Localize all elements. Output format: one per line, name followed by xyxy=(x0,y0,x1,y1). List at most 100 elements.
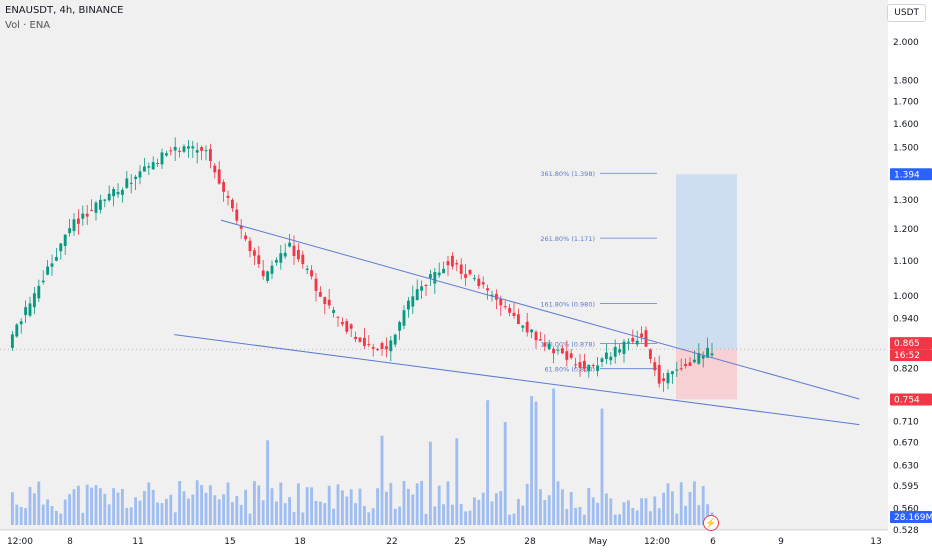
candle-body xyxy=(600,358,604,362)
volume-bar xyxy=(164,498,168,525)
volume-bar xyxy=(622,502,626,525)
volume-bar xyxy=(28,486,32,525)
volume-bar xyxy=(336,484,340,525)
candle-body xyxy=(371,347,375,349)
volume-bar xyxy=(582,514,586,525)
candle-body xyxy=(618,349,622,353)
candle-body xyxy=(279,253,283,263)
volume-bar xyxy=(318,501,322,525)
price-tick-label: 1.200 xyxy=(893,225,919,235)
volume-bar xyxy=(76,485,80,525)
volume-bar xyxy=(222,494,226,525)
volume-bar xyxy=(442,504,446,525)
volume-bar xyxy=(279,482,283,525)
volume-bar xyxy=(59,513,63,525)
volume-bar xyxy=(534,401,538,525)
volume-indicator-label[interactable]: Vol · ENA xyxy=(5,20,51,31)
candle-body xyxy=(98,199,102,210)
volume-bar xyxy=(380,435,384,525)
volume-bar xyxy=(424,513,428,525)
symbol-title[interactable]: ENAUSDT, 4h, BINANCE xyxy=(5,5,124,16)
candle-body xyxy=(142,166,146,172)
candle-body xyxy=(314,278,318,291)
volume-bar xyxy=(525,483,529,525)
fib-level-label: 61.80% (0.820) xyxy=(544,366,595,374)
candle-body xyxy=(257,255,261,265)
candle-body xyxy=(380,342,384,349)
volume-bar xyxy=(90,487,94,525)
candle-body xyxy=(24,307,28,316)
time-tick-label: 12:00 xyxy=(7,537,33,547)
candle-body xyxy=(336,316,340,318)
candle-body xyxy=(120,189,124,195)
candle-body xyxy=(490,294,494,296)
candle-body xyxy=(156,163,160,165)
price-badge xyxy=(890,168,932,181)
candle-body xyxy=(191,146,195,149)
candle-body xyxy=(437,272,441,276)
candle-body xyxy=(499,298,503,306)
candle-body xyxy=(534,331,538,341)
volume-bar xyxy=(543,500,547,525)
candle-body xyxy=(15,324,19,337)
candle-body xyxy=(85,213,89,217)
price-badge-label: 0.865 xyxy=(894,339,920,349)
volume-bar xyxy=(112,488,116,525)
volume-bar xyxy=(692,481,696,525)
volume-bar xyxy=(81,512,85,525)
volume-bar xyxy=(653,496,657,525)
volume-bar xyxy=(19,507,23,525)
candle-body xyxy=(626,341,630,343)
price-tick-label: 0.528 xyxy=(893,526,919,536)
volume-bar xyxy=(349,489,353,525)
candle-body xyxy=(543,342,547,347)
volume-bar xyxy=(274,501,278,525)
candle-body xyxy=(556,349,560,351)
volume-bar xyxy=(684,505,688,525)
volume-bar xyxy=(230,502,234,525)
volume-bar xyxy=(547,495,551,525)
volume-bar xyxy=(666,483,670,525)
candle-body xyxy=(222,182,226,192)
volume-bar xyxy=(85,484,89,525)
candle-body xyxy=(217,169,221,184)
candle-body xyxy=(609,356,613,361)
volume-bar xyxy=(494,493,498,525)
volume-bar xyxy=(173,512,177,525)
candle-body xyxy=(327,299,331,306)
candle-body xyxy=(50,263,54,267)
volume-bar xyxy=(107,504,111,525)
candle-body xyxy=(151,162,155,170)
candle-body xyxy=(160,152,164,165)
volume-bar xyxy=(604,493,608,525)
volume-bar xyxy=(296,483,300,525)
volume-bar xyxy=(226,482,230,525)
candle-body xyxy=(182,146,186,152)
volume-bar xyxy=(662,492,666,525)
candle-body xyxy=(640,333,644,338)
volume-bar xyxy=(420,480,424,525)
candle-body xyxy=(670,371,674,375)
candle-body xyxy=(428,274,432,279)
volume-bar xyxy=(618,514,622,525)
lightning-icon[interactable]: ⚡ xyxy=(703,515,719,531)
currency-button[interactable]: USDT xyxy=(887,4,926,22)
fib-level-label: 261.80% (1.171) xyxy=(540,235,595,243)
volume-bar xyxy=(169,494,173,525)
candle-body xyxy=(494,293,498,300)
candle-body xyxy=(213,165,217,173)
candle-body xyxy=(481,282,485,285)
volume-bar xyxy=(609,498,613,525)
candle-body xyxy=(666,372,670,384)
candle-body xyxy=(345,321,349,332)
volume-bar xyxy=(340,490,344,525)
candle-body xyxy=(710,353,714,356)
volume-bar xyxy=(631,508,635,525)
volume-bar xyxy=(191,494,195,525)
volume-bar xyxy=(560,489,564,525)
price-tick-label: 1.500 xyxy=(893,143,919,153)
candle-body xyxy=(688,362,692,366)
candle-body xyxy=(28,303,32,316)
